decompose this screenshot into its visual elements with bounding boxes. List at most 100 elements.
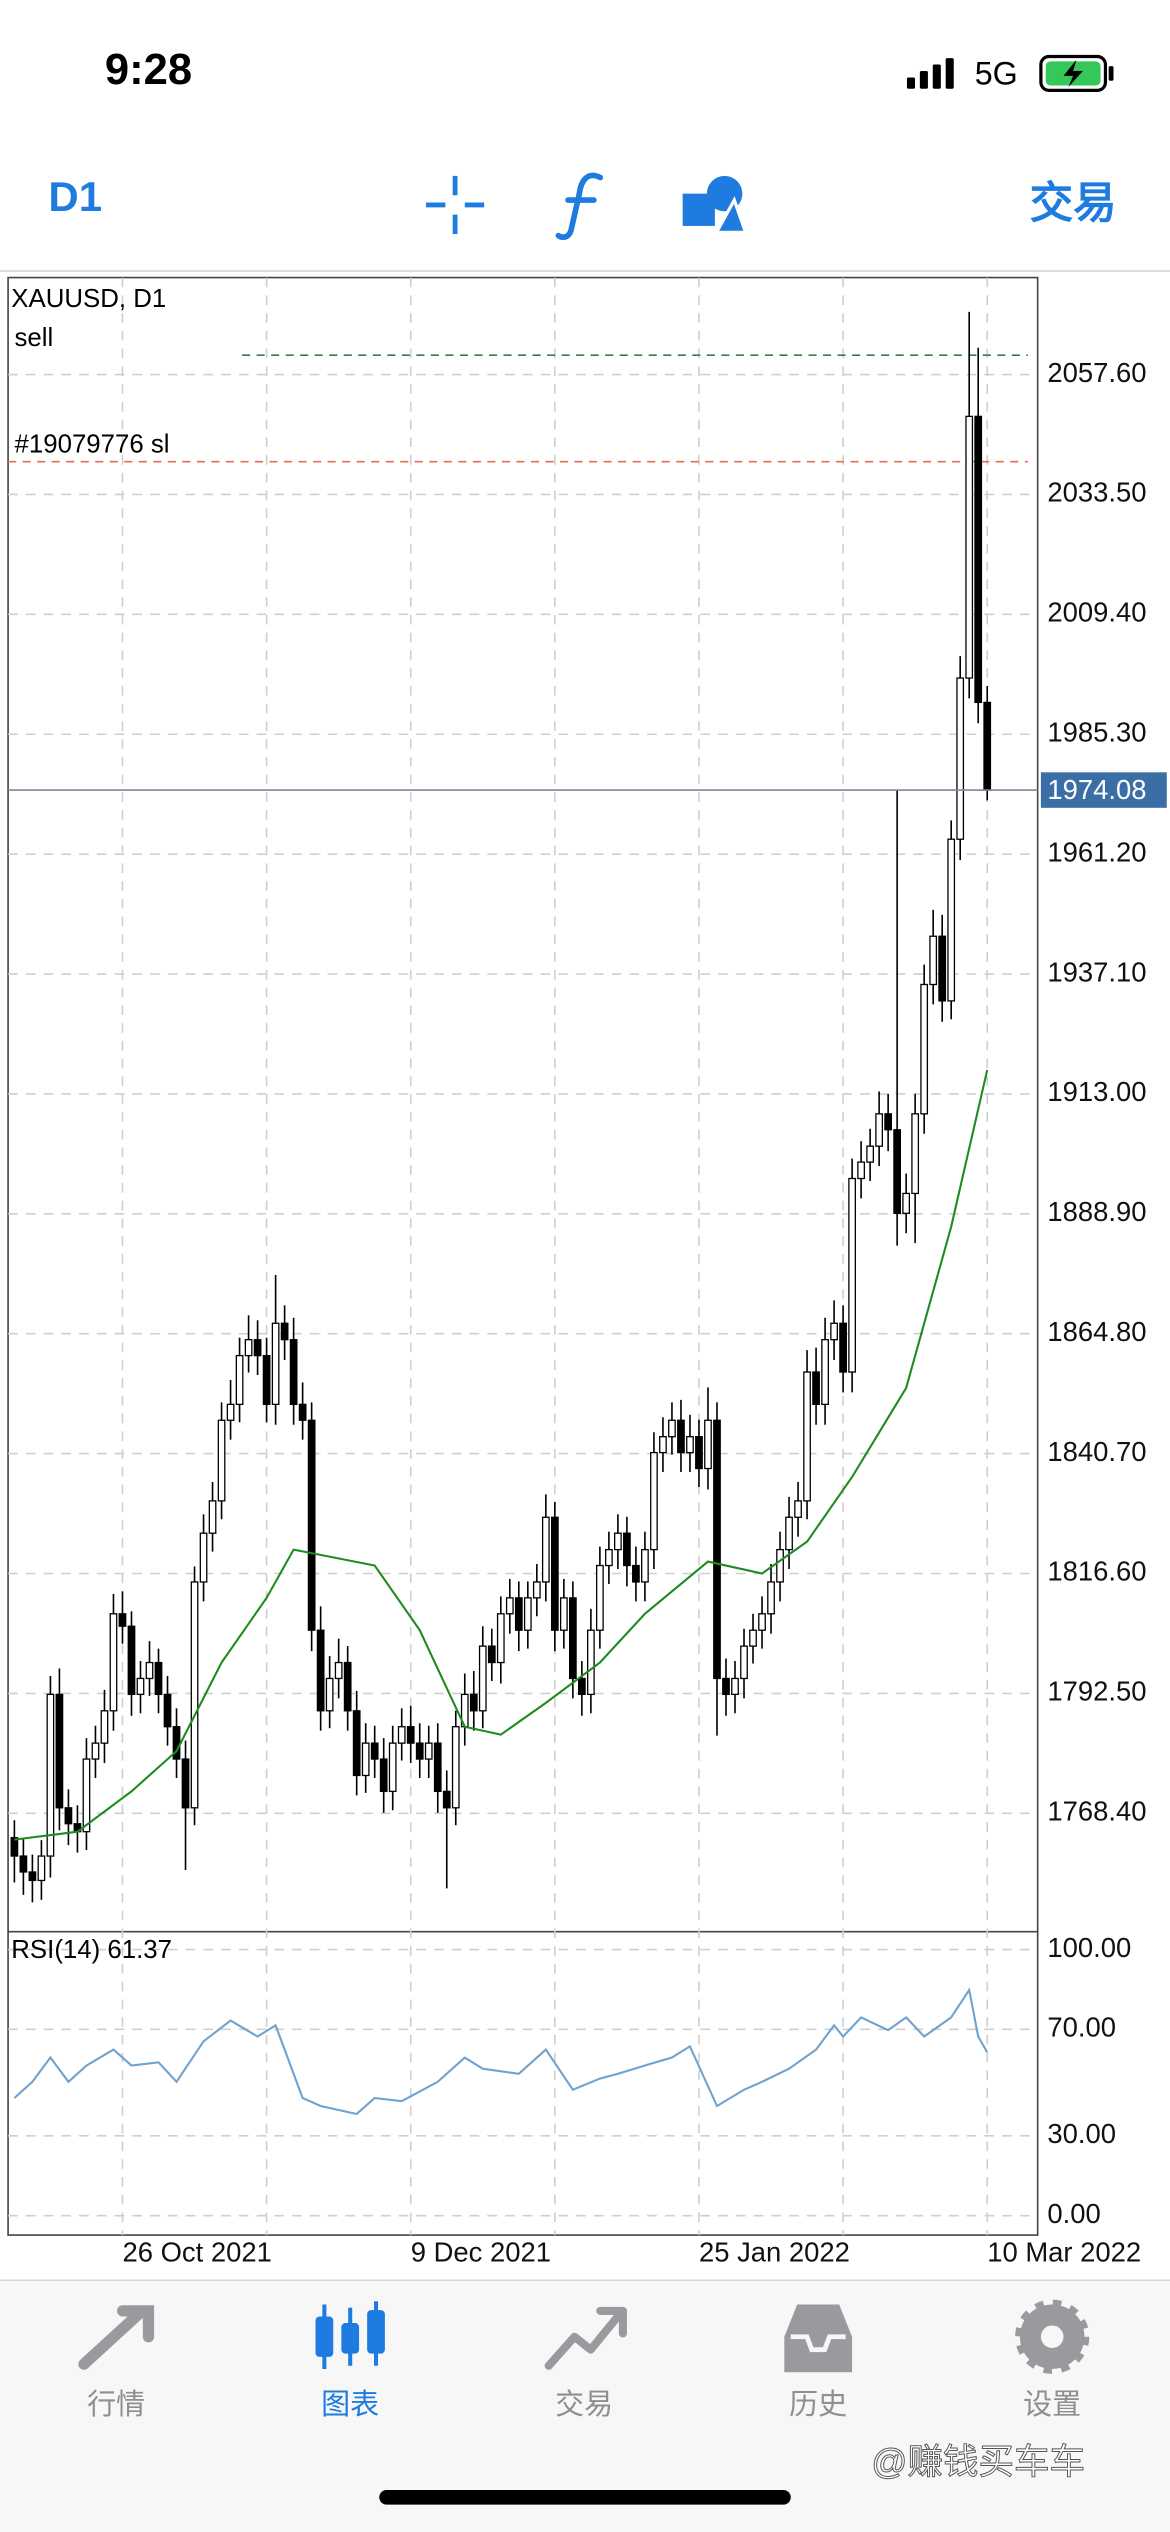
candle-body xyxy=(794,1500,802,1518)
candle-body xyxy=(641,1548,649,1583)
candle-body xyxy=(974,415,983,704)
crosshair-button[interactable] xyxy=(426,175,485,234)
candle-body xyxy=(199,1532,208,1583)
rsi-tick-label: 30.00 xyxy=(1047,2118,1116,2149)
indicator-button[interactable] xyxy=(555,172,604,240)
candle-body xyxy=(523,1597,532,1631)
candle-body xyxy=(145,1661,154,1680)
candle-body xyxy=(532,1581,541,1599)
x-tick-label: 25 Jan 2022 xyxy=(699,2237,850,2268)
candle-body xyxy=(406,1726,415,1744)
candle-body xyxy=(596,1564,604,1631)
candle-body xyxy=(875,1113,883,1147)
candle-body xyxy=(965,415,974,679)
y-tick-label: 2057.60 xyxy=(1047,357,1146,388)
candle-body xyxy=(118,1613,127,1627)
y-tick-label: 1864.80 xyxy=(1047,1316,1146,1347)
candle-body xyxy=(244,1339,253,1357)
candle-body xyxy=(866,1145,874,1163)
candle-body xyxy=(884,1113,893,1131)
tab-label[interactable]: 设置 xyxy=(1023,2389,1081,2421)
candle-body xyxy=(929,935,938,986)
candle-body xyxy=(812,1371,820,1405)
candle-body xyxy=(307,1419,316,1631)
candle-body xyxy=(289,1339,298,1405)
candle-body xyxy=(496,1613,505,1664)
candle-body xyxy=(983,701,992,791)
candle-body xyxy=(541,1516,550,1583)
candle-body xyxy=(433,1742,442,1793)
candle-body xyxy=(695,1436,703,1470)
candle-body xyxy=(614,1532,622,1551)
candle-body xyxy=(722,1677,730,1696)
x-tick-label: 10 Mar 2022 xyxy=(987,2237,1141,2268)
objects-button[interactable] xyxy=(682,175,748,234)
candle-body xyxy=(280,1322,289,1341)
candle-body xyxy=(271,1322,280,1405)
candle-body xyxy=(298,1403,307,1421)
candle-body xyxy=(379,1758,388,1793)
y-tick-label: 1888.90 xyxy=(1047,1196,1146,1227)
candle-body xyxy=(28,1871,37,1882)
candle-body xyxy=(181,1758,190,1809)
chart-tab-icon[interactable] xyxy=(315,2301,385,2370)
candle-body xyxy=(46,1693,55,1857)
y-tick-label: 1961.20 xyxy=(1047,836,1146,867)
candle-body xyxy=(668,1419,676,1438)
candle-body xyxy=(623,1532,631,1567)
candle-body xyxy=(10,1837,19,1857)
candle-body xyxy=(397,1726,406,1744)
candle-body xyxy=(605,1548,613,1567)
candle-body xyxy=(316,1629,325,1712)
y-tick-label: 1792.50 xyxy=(1047,1676,1146,1707)
y-tick-label: 2009.40 xyxy=(1047,597,1146,628)
candle-body xyxy=(109,1613,118,1712)
trade-tab-icon[interactable] xyxy=(544,2306,627,2370)
current-price-box xyxy=(1040,772,1167,808)
network-label: 5G xyxy=(975,55,1018,91)
candle-body xyxy=(469,1693,478,1712)
tab-label[interactable]: 图表 xyxy=(321,2388,379,2421)
y-tick-label: 1840.70 xyxy=(1047,1436,1146,1467)
y-tick-label: 2033.50 xyxy=(1047,477,1146,508)
tab-label[interactable]: 历史 xyxy=(789,2388,847,2421)
y-tick-label: 1937.10 xyxy=(1047,956,1146,987)
candle-body xyxy=(82,1758,91,1833)
candle-body xyxy=(235,1354,244,1405)
settings-tab-icon[interactable] xyxy=(1015,2299,1090,2374)
order-label: sell xyxy=(15,324,54,352)
candle-body xyxy=(749,1629,757,1647)
candle-body xyxy=(334,1661,343,1680)
candle-body xyxy=(550,1516,559,1631)
quotes-tab-icon[interactable] xyxy=(78,2305,155,2370)
candle-body xyxy=(893,1129,902,1214)
tab-label[interactable]: 交易 xyxy=(555,2388,613,2421)
candle-body xyxy=(19,1855,28,1873)
y-tick-label: 1768.40 xyxy=(1047,1796,1146,1827)
candle-body xyxy=(505,1597,514,1615)
tab-label[interactable]: 行情 xyxy=(87,2388,145,2421)
candle-body xyxy=(686,1436,694,1454)
candle-body xyxy=(343,1661,352,1712)
moving-average xyxy=(14,1069,989,1841)
candle-body xyxy=(704,1419,712,1470)
candle-body xyxy=(758,1613,766,1631)
candle-body xyxy=(388,1742,397,1793)
candle-body xyxy=(136,1677,145,1696)
candle-body xyxy=(911,1113,920,1195)
candle-body xyxy=(803,1371,811,1502)
y-tick-label: 1816.60 xyxy=(1047,1556,1146,1587)
candle-body xyxy=(902,1192,911,1214)
candle-body xyxy=(352,1710,361,1777)
timeframe-button[interactable]: D1 xyxy=(48,173,102,220)
symbol-label: XAUUSD, D1 xyxy=(11,285,166,313)
candle-body xyxy=(226,1403,235,1421)
candle-body xyxy=(361,1742,370,1777)
trade-button[interactable]: 交易 xyxy=(1030,180,1117,228)
history-tab-icon[interactable] xyxy=(784,2304,853,2373)
chart: 1768.40 1792.50 1816.60 1840.70 1864.80 1888.… xyxy=(8,277,1167,2268)
candle-body xyxy=(559,1597,568,1631)
candle-body xyxy=(767,1581,775,1615)
candle-body xyxy=(731,1677,739,1696)
